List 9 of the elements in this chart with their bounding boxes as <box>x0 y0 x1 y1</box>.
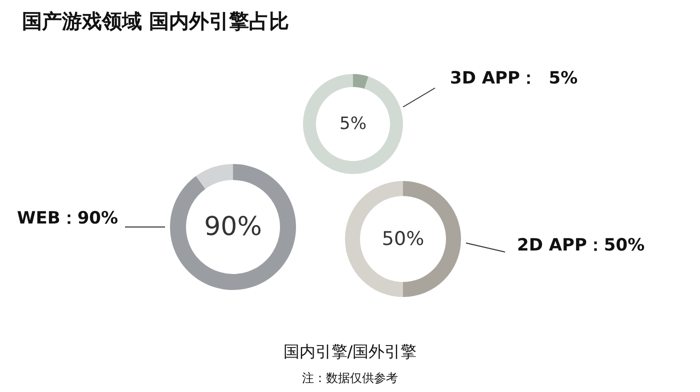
text: 国内引擎/国外引擎 <box>282 342 418 363</box>
text: 国产游戏领域 国内外引擎占比 <box>22 8 289 35</box>
text: WEB：90% <box>17 208 118 228</box>
data-label: 5% <box>340 114 366 134</box>
text: 2D APP：50% <box>517 236 645 256</box>
data-label: 90% <box>204 212 262 242</box>
text: 3D APP： 5% <box>450 68 578 88</box>
data-label: 50% <box>382 228 424 250</box>
text: 注：数据仅供参考 <box>301 370 399 387</box>
